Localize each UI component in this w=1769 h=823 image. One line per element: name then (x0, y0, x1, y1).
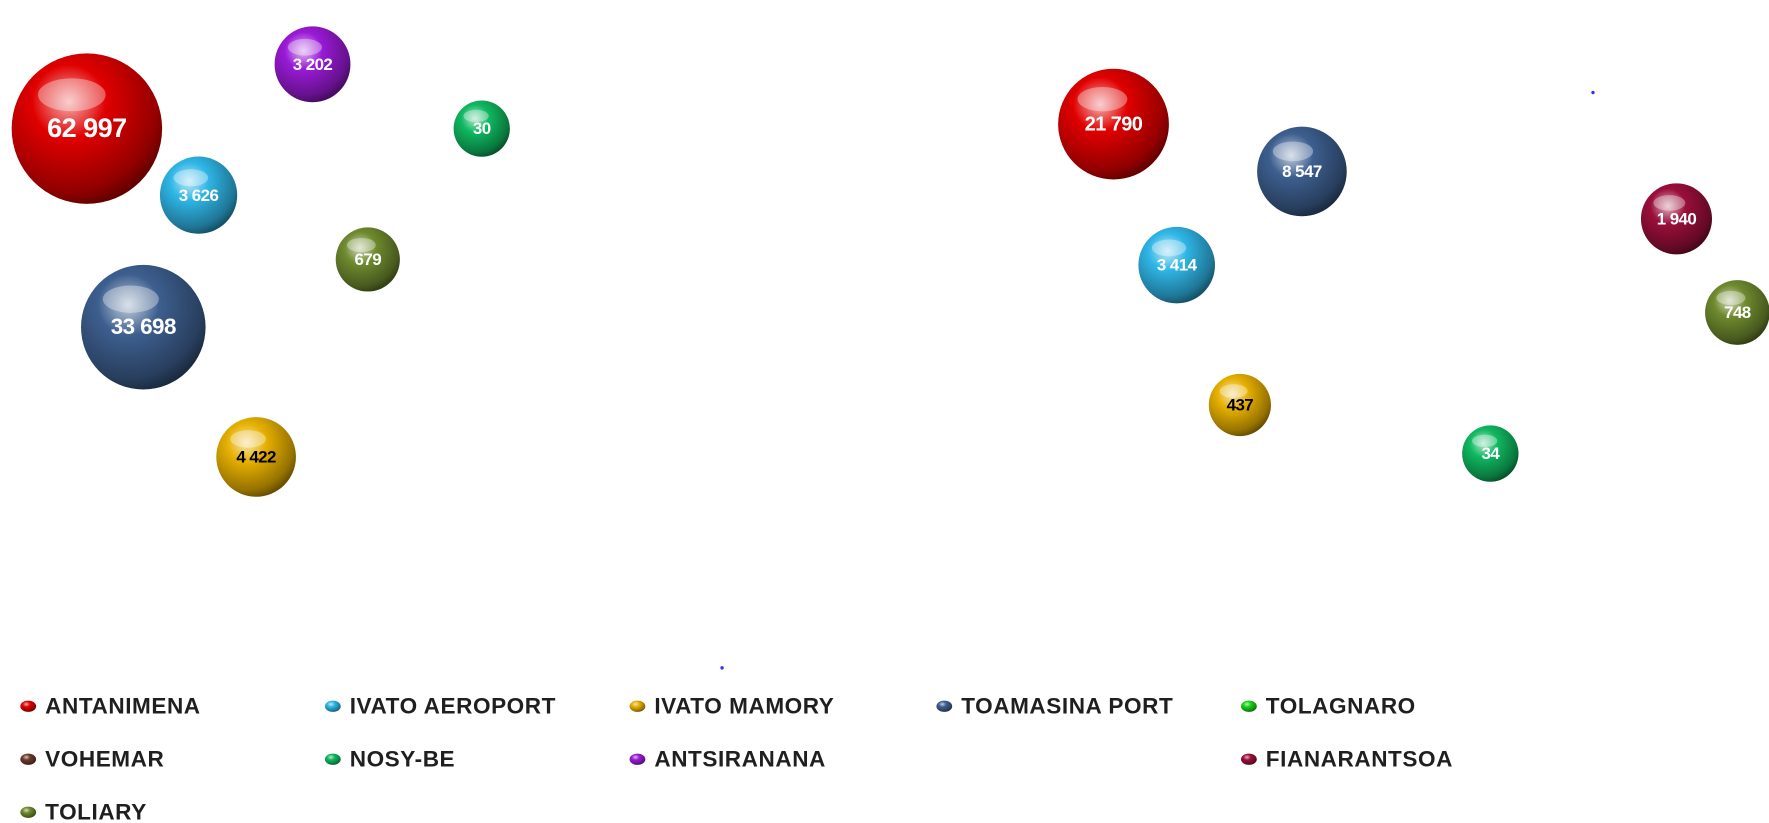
legend-marker (20, 700, 37, 712)
legend-marker (1241, 753, 1257, 765)
bubble-label: 1 940 (1657, 209, 1697, 228)
bubble-label: 3 626 (179, 186, 219, 205)
bubble-label: 33 698 (111, 314, 176, 339)
bubble-label: 8 547 (1282, 162, 1322, 181)
bubble (1058, 68, 1169, 180)
legend-label: NOSY-BE (350, 746, 455, 771)
legend-marker (629, 700, 646, 712)
legend-label: ANTSIRANANA (654, 746, 826, 771)
legend-marker (1241, 700, 1257, 712)
bubble (159, 156, 238, 234)
highlight (1077, 86, 1128, 112)
legend-label: IVATO MAMORY (654, 693, 834, 718)
highlight (346, 237, 376, 253)
bubble (335, 227, 400, 292)
legend-marker (936, 700, 953, 712)
highlight (1151, 239, 1187, 257)
highlight (37, 78, 106, 112)
bubble-label: 3 202 (293, 55, 333, 74)
legend-label: VOHEMAR (45, 746, 164, 771)
dot (1591, 90, 1595, 95)
legend-label: TOAMASINA PORT (961, 693, 1173, 718)
legend-label: IVATO AEROPORT (350, 693, 556, 718)
legend-label: TOLAGNARO (1266, 693, 1416, 718)
bubble (1257, 126, 1347, 217)
bubble (1640, 183, 1712, 255)
legend-marker (20, 753, 37, 765)
bubble-label: 437 (1227, 396, 1254, 415)
legend-label: FIANARANTSOA (1266, 746, 1453, 771)
highlight (1472, 434, 1498, 448)
bubble (216, 417, 296, 497)
bubble-label: 748 (1724, 303, 1751, 322)
highlight (1653, 195, 1686, 211)
bubble (274, 26, 351, 103)
bubble (1462, 425, 1519, 482)
bubble-label: 34 (1481, 444, 1500, 463)
highlight (287, 38, 322, 56)
bubble-label: 4 422 (236, 448, 276, 467)
bubble (11, 53, 163, 204)
legend-marker (324, 753, 341, 765)
highlight (1272, 141, 1314, 162)
bubble-label: 30 (473, 119, 491, 138)
bubble (1208, 373, 1271, 437)
bubble (81, 264, 206, 390)
legend-label: TOLIARY (45, 799, 147, 823)
bubble-label: 3 414 (1157, 256, 1198, 275)
highlight (102, 285, 159, 313)
bubble (1705, 280, 1769, 345)
bubble-label: 21 790 (1085, 113, 1143, 135)
highlight (463, 109, 489, 123)
bubble (453, 100, 510, 157)
legend-marker (629, 753, 646, 765)
highlight (230, 430, 267, 448)
legend-marker (324, 700, 341, 712)
legend-marker (20, 806, 37, 818)
bubble-label: 679 (355, 250, 382, 269)
dot (720, 666, 724, 670)
bubble (1138, 226, 1215, 304)
highlight (1716, 290, 1746, 306)
bubble-label: 62 997 (47, 112, 126, 143)
highlight (173, 169, 209, 187)
highlight (1219, 384, 1248, 398)
legend-label: ANTANIMENA (45, 693, 201, 718)
